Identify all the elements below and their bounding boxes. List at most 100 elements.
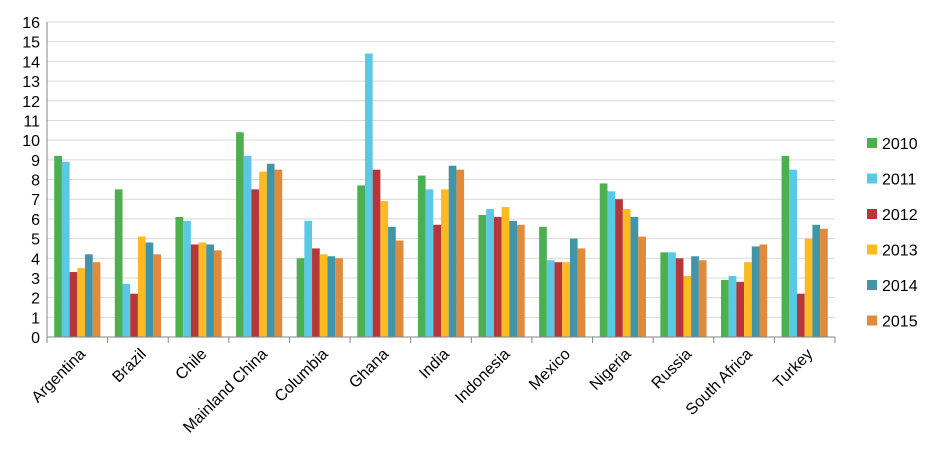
bar [812, 224, 821, 337]
bar [395, 240, 404, 337]
bar [501, 207, 510, 337]
bar [388, 226, 396, 337]
bar [728, 275, 737, 337]
legend-swatch [867, 315, 877, 326]
bar [69, 272, 78, 337]
bar [539, 226, 547, 337]
legend-label: 2015 [882, 314, 918, 331]
bar [577, 248, 586, 337]
y-tick-label: 6 [31, 212, 40, 229]
bar [562, 262, 570, 337]
bar [92, 262, 101, 337]
bar [796, 293, 805, 337]
bar [85, 254, 93, 337]
bar [357, 185, 365, 337]
bar [296, 258, 305, 337]
x-tick-label: Argentina [29, 346, 90, 407]
bar [638, 236, 646, 337]
bar [319, 254, 328, 337]
bar [77, 268, 86, 337]
y-tick-label: 1 [31, 310, 40, 327]
x-tick-label: Nigeria [587, 346, 635, 394]
bar [198, 242, 207, 337]
y-tick-label: 12 [22, 94, 40, 111]
bar [448, 165, 457, 337]
x-tick-label: Mexico [526, 346, 574, 394]
bar [274, 169, 283, 337]
x-tick-label: Russia [649, 346, 696, 393]
x-tick-label: Brazil [109, 346, 149, 386]
legend-swatch [867, 280, 877, 290]
bar [417, 175, 426, 337]
bar [781, 155, 790, 337]
bar [478, 214, 487, 337]
bars [54, 53, 828, 337]
bar [175, 216, 184, 337]
bar [509, 220, 518, 337]
y-tick-label: 8 [31, 173, 40, 190]
bar [153, 254, 162, 337]
bar [493, 216, 502, 337]
bar [335, 258, 343, 337]
bar [114, 189, 123, 337]
y-tick-label: 10 [22, 133, 40, 150]
bar [61, 161, 70, 337]
bar [266, 163, 275, 337]
bar [569, 238, 578, 337]
bar [236, 132, 244, 337]
legend-label: 2010 [882, 136, 918, 153]
bar [251, 189, 260, 337]
bar [183, 220, 191, 337]
bar [630, 216, 639, 337]
bar [607, 191, 616, 337]
bar [145, 242, 154, 337]
bar [744, 262, 752, 337]
bar [622, 209, 631, 337]
bar [720, 279, 729, 337]
x-tick-label: Ghana [346, 346, 392, 392]
y-tick-label: 4 [31, 251, 40, 268]
bar [789, 169, 797, 337]
bar [441, 189, 449, 337]
bar [213, 250, 222, 337]
x-tick-label: Indonesia [452, 346, 513, 407]
legend-swatch [867, 173, 877, 184]
bar [804, 238, 813, 337]
bar [675, 258, 684, 337]
legend-label: 2013 [882, 243, 918, 260]
bar [433, 224, 441, 337]
bar [425, 189, 434, 337]
bar [517, 224, 525, 337]
legend-label: 2014 [882, 278, 918, 295]
bar [327, 256, 336, 337]
bar [364, 53, 373, 337]
bar [206, 244, 214, 337]
bar [380, 201, 389, 337]
y-tick-label: 13 [22, 74, 40, 91]
bar [304, 220, 313, 337]
bar [122, 283, 131, 337]
bar [698, 260, 707, 337]
x-tick-label: Chile [173, 346, 211, 384]
bar [683, 275, 692, 337]
x-tick-label: Turkey [770, 346, 816, 392]
bar [615, 199, 623, 337]
x-tick-label: Columbia [272, 346, 332, 406]
bar [130, 293, 138, 337]
y-tick-label: 11 [23, 113, 40, 130]
bar [736, 281, 745, 337]
legend-label: 2011 [882, 172, 917, 189]
bar [751, 246, 760, 337]
bar [599, 183, 608, 337]
bar [668, 252, 676, 337]
bar [372, 169, 381, 337]
bar [820, 228, 828, 337]
y-tick-label: 5 [31, 232, 40, 249]
x-tick-label: India [416, 346, 453, 383]
y-tick-label: 15 [22, 35, 40, 52]
y-tick-label: 2 [31, 291, 40, 308]
y-tick-label: 0 [31, 330, 40, 347]
legend-label: 2012 [882, 207, 918, 224]
bar [486, 209, 494, 337]
